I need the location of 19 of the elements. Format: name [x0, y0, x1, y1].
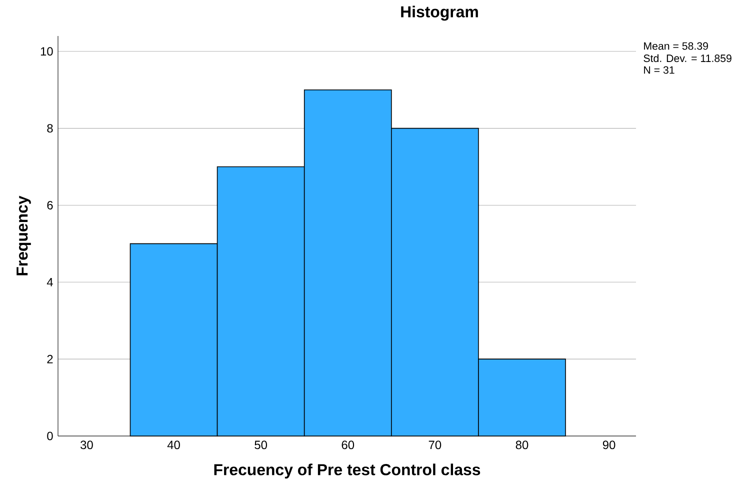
- x-tick-label: 80: [516, 440, 528, 450]
- x-tick-label: 50: [254, 440, 268, 450]
- chart-title: Histogram: [401, 6, 478, 21]
- x-tick-label: 40: [167, 440, 180, 450]
- text: Mean = 58.39: [644, 42, 708, 50]
- y-tick-label: 2: [47, 354, 53, 364]
- y-tick-label: 8: [47, 124, 53, 133]
- y-tick-label: 6: [47, 200, 53, 210]
- x-tick-label: 90: [602, 440, 616, 450]
- text: Std. Dev. = 11.859: [644, 54, 732, 62]
- y-tick-label: 0: [47, 432, 53, 440]
- y-tick-label: 4: [46, 278, 53, 286]
- x-tick-label: 30: [80, 440, 93, 450]
- x-axis-title: Frecuency of Pre test Control class: [214, 464, 480, 478]
- x-tick-label: 70: [428, 440, 442, 450]
- y-tick-label: 10: [40, 47, 53, 56]
- text: N = 31: [644, 66, 674, 74]
- y-axis-title: Frequency: [16, 196, 31, 276]
- x-tick-label: 60: [342, 440, 354, 450]
